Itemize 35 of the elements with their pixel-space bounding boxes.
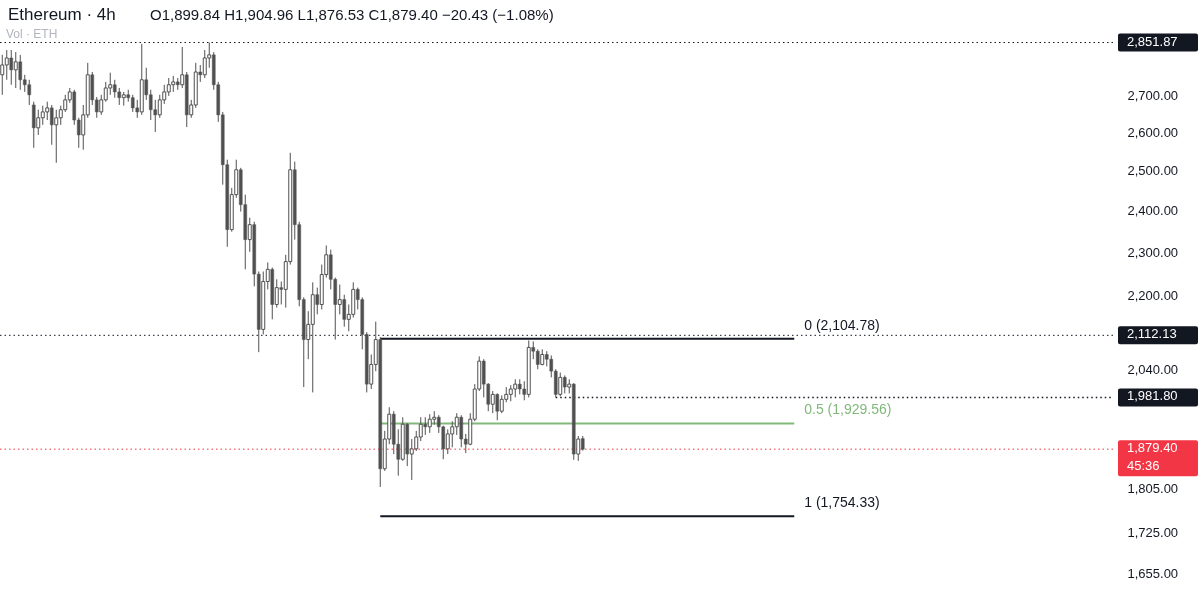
series-label: 0 (2,104.78) bbox=[804, 316, 880, 333]
y-tick-label: 2,400.00 bbox=[1127, 203, 1179, 219]
y-tick-label: 2,600.00 bbox=[1127, 125, 1179, 141]
candlestick bbox=[4, 49, 9, 81]
candlestick bbox=[202, 49, 207, 79]
series-label: 1,981.80 bbox=[1127, 388, 1178, 404]
candlestick bbox=[445, 428, 450, 455]
candlestick bbox=[558, 372, 563, 397]
y-tick-label: 2,200.00 bbox=[1127, 288, 1179, 304]
y-tick-label: 1,805.00 bbox=[1127, 481, 1179, 497]
ref-line-label: 2,851.87 bbox=[1127, 33, 1178, 49]
series-label: 1 (1,754.33) bbox=[804, 494, 880, 511]
chart-title: Ethereum · 4h bbox=[8, 5, 116, 24]
candlestick bbox=[454, 412, 459, 436]
series-label: 0.5 (1,929.56) bbox=[804, 401, 892, 418]
candlestick bbox=[54, 109, 59, 164]
y-tick-label: 2,500.00 bbox=[1127, 163, 1179, 179]
y-tick-label: 2,700.00 bbox=[1127, 88, 1179, 104]
candlestick bbox=[450, 420, 455, 448]
y-tick-label: 1,725.00 bbox=[1127, 525, 1179, 541]
ref-line-label: 2,112.13 bbox=[1127, 326, 1177, 342]
chart-subtitle: O1,899.84 H1,904.96 L1,876.53 C1,879.40 −20.43 (−1.08%) bbox=[150, 6, 554, 23]
candlestick bbox=[27, 79, 31, 106]
annotation: Vol · ETH bbox=[6, 27, 58, 41]
ref-line-label: 1,879.40 45:36 bbox=[1127, 440, 1178, 474]
candlestick bbox=[13, 51, 18, 89]
y-tick-label: 2,300.00 bbox=[1127, 244, 1179, 260]
y-tick-label: 2,040.00 bbox=[1127, 361, 1179, 377]
candlestick bbox=[45, 101, 50, 121]
y-tick-label: 1,655.00 bbox=[1127, 565, 1179, 581]
candlestick bbox=[32, 101, 36, 149]
candlestick bbox=[157, 94, 162, 119]
candlestick bbox=[513, 378, 518, 398]
candlestick bbox=[427, 413, 432, 434]
candlestick bbox=[40, 105, 45, 126]
